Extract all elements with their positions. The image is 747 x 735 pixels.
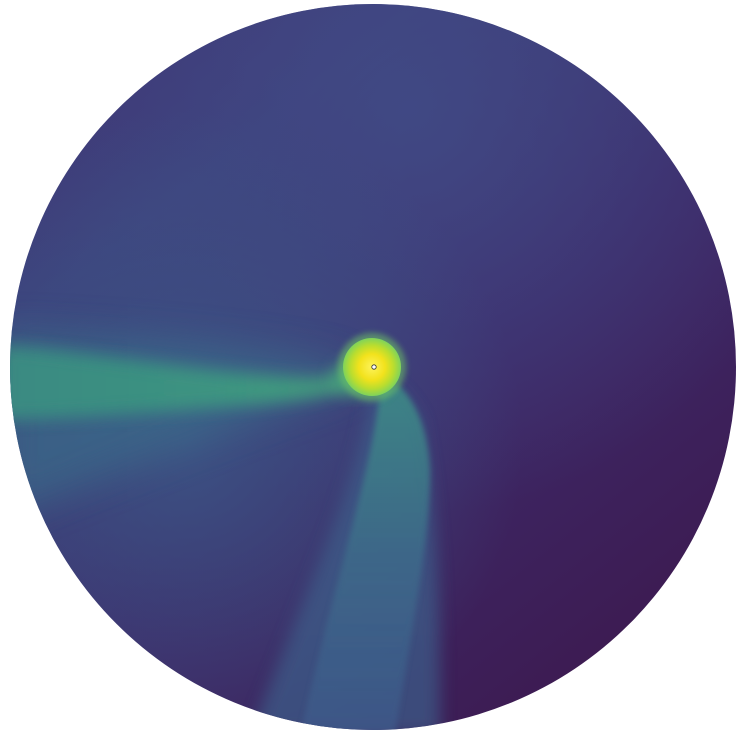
center-marker-icon bbox=[372, 365, 376, 369]
